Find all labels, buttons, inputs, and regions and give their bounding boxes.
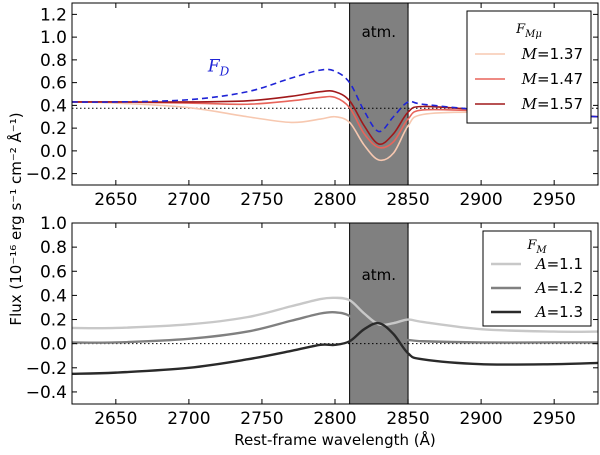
x-tick-label: 2950 [533, 190, 576, 210]
y-tick-label: 0.2 [40, 311, 67, 331]
legend: FMμ M=1.37 M=1.47 M=1.57 [466, 10, 592, 124]
series-line-a-1-2 [72, 310, 598, 344]
y-tick-label: 1.0 [40, 28, 67, 48]
x-tick-label: 2750 [240, 190, 283, 210]
y-tick-label: 0.0 [40, 142, 67, 162]
x-tick-label: 2750 [240, 409, 283, 429]
x-tick-label: 2800 [313, 190, 356, 210]
lower-panel: atm. 2650 2700 2750 2800 2850 2900 2950 −0.4 −0.2… [26, 214, 599, 429]
y-tick-label: −0.2 [26, 359, 67, 379]
legend: FMA=1.1 A=1.2 A=1.3 [482, 230, 592, 327]
x-tick-label: 2700 [167, 409, 210, 429]
x-tick-label: 2650 [94, 409, 137, 429]
x-tick-label: 2900 [459, 409, 502, 429]
y-tick-label: 0.4 [40, 96, 67, 116]
series-group [72, 296, 598, 376]
series-line-m-1-37 [72, 101, 598, 162]
series-line-m-1-47 [72, 95, 598, 149]
x-tick-label: 2850 [386, 409, 429, 429]
x-tick-label: 2650 [94, 190, 137, 210]
legend-label: A=1.1 [534, 255, 583, 273]
series-line-a-1-3 [72, 321, 598, 376]
legend-title: FMμ [515, 22, 542, 40]
y-tick-label: 0.6 [40, 262, 67, 282]
atm-band-label: atm. [362, 23, 396, 41]
y-tick-label: −0.4 [26, 383, 67, 403]
y-tick-label: −0.2 [26, 165, 67, 185]
y-tick-label: 0.8 [40, 51, 67, 71]
upper-panel: atm. 2650 2700 2750 2800 2850 2900 2950 −0.2 0.0 0… [26, 2, 599, 210]
y-tick-label: 1.2 [40, 5, 67, 25]
x-tick-label: 2900 [459, 190, 502, 210]
y-tick-label: 0.2 [40, 119, 67, 139]
series-line-fd [72, 68, 598, 133]
legend-label: A=1.3 [534, 303, 583, 321]
legend-label: A=1.2 [534, 279, 583, 297]
legend-label: M=1.57 [521, 95, 583, 113]
fd-annotation: FD [207, 56, 230, 78]
atm-band [349, 222, 409, 405]
series-group [72, 68, 598, 162]
y-tick-label: 0.6 [40, 74, 67, 94]
y-tick-label: 0.4 [40, 286, 67, 306]
x-tick-label: 2700 [167, 190, 210, 210]
atm-band [349, 2, 409, 186]
y-tick-label: 0.0 [40, 335, 67, 355]
series-line-a-1-1 [72, 296, 598, 333]
atm-band-label: atm. [362, 266, 396, 284]
y-tick-label: 1.0 [40, 214, 67, 234]
y-tick-label: 0.8 [40, 238, 67, 258]
legend-label: M=1.37 [521, 45, 583, 63]
x-tick-label: 2850 [386, 190, 429, 210]
x-axis-label: Rest-frame wavelength (Å) [234, 430, 435, 449]
legend-label: M=1.47 [521, 70, 583, 88]
y-axis-label: Flux (10⁻¹⁶ erg s⁻¹ cm⁻² Å⁻¹) [6, 112, 25, 325]
x-tick-label: 2950 [533, 409, 576, 429]
legend-title: FM [526, 238, 547, 256]
x-tick-label: 2800 [313, 409, 356, 429]
legend-box [482, 230, 592, 327]
